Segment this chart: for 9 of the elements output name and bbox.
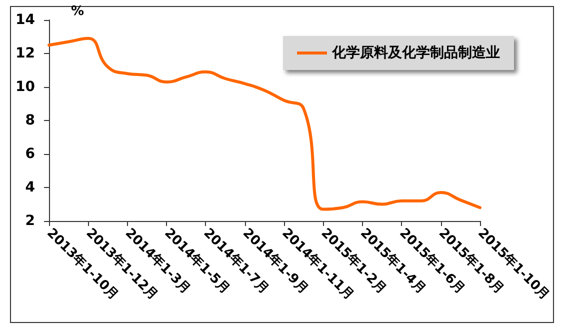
- y-axis-title: %: [71, 4, 84, 19]
- y-tick-label: 2: [25, 213, 35, 229]
- y-tick-label: 4: [25, 180, 36, 196]
- y-tick-label: 6: [25, 146, 35, 162]
- y-tick-label: 12: [16, 46, 35, 62]
- legend-label: 化学原料及化学制品制造业: [331, 45, 500, 61]
- y-tick-label: 14: [16, 12, 36, 28]
- y-tick-label: 8: [25, 112, 35, 128]
- y-tick-label: 10: [16, 79, 36, 95]
